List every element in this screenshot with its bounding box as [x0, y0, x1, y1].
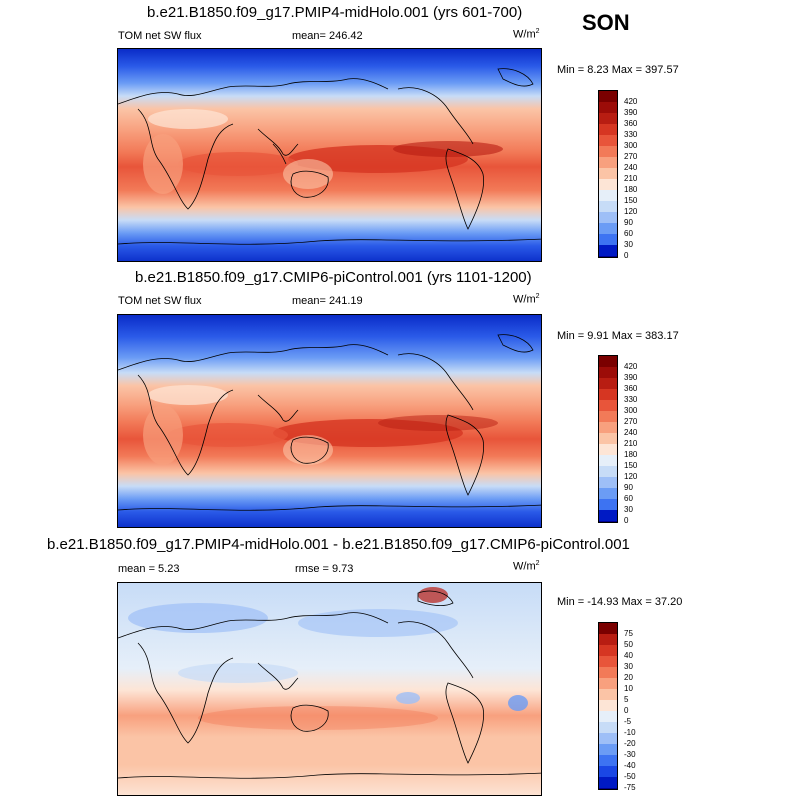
colorbar-tick: 10	[624, 684, 633, 693]
panel2-mean: mean= 241.19	[292, 295, 363, 307]
colorbar-tick: 75	[624, 629, 633, 638]
colorbar-tick: 330	[624, 130, 638, 139]
panel1-mean: mean= 246.42	[292, 30, 363, 42]
colorbar-tick: 300	[624, 141, 638, 150]
colorbar-tick: -5	[624, 717, 632, 726]
colorbar-tick: -10	[624, 728, 636, 737]
colorbar-tick: 420	[624, 97, 638, 106]
colorbar-tick: 120	[624, 472, 638, 481]
colorbar-tick: 60	[624, 229, 633, 238]
panel1-title: b.e21.B1850.f09_g17.PMIP4-midHolo.001 (y…	[147, 4, 523, 21]
colorbar-tick: 30	[624, 662, 633, 671]
colorbar-tick: 360	[624, 119, 638, 128]
panel3-title: b.e21.B1850.f09_g17.PMIP4-midHolo.001 - …	[47, 536, 630, 553]
colorbar-tick: 210	[624, 439, 638, 448]
panel3-unit: W/m2	[513, 560, 540, 573]
colorbar-tick: 60	[624, 494, 633, 503]
colorbar-tick: 180	[624, 185, 638, 194]
colorbar-tick: 330	[624, 395, 638, 404]
panel3-colorbar	[598, 622, 618, 790]
panel1-variable: TOM net SW flux	[118, 30, 202, 42]
colorbar-tick: -20	[624, 739, 636, 748]
colorbar-tick: 300	[624, 406, 638, 415]
season-label: SON	[582, 10, 630, 35]
panel3-minmax: Min = -14.93 Max = 37.20	[557, 596, 683, 608]
panel2-unit: W/m2	[513, 293, 540, 306]
colorbar-tick: 30	[624, 240, 633, 249]
colorbar-tick: 150	[624, 461, 638, 470]
panel3-field	[118, 583, 541, 795]
colorbar-tick: 180	[624, 450, 638, 459]
colorbar-tick: 420	[624, 362, 638, 371]
panel3-rmse: rmse = 9.73	[295, 563, 354, 575]
colorbar-tick: 0	[624, 516, 629, 525]
colorbar-tick: 360	[624, 384, 638, 393]
colorbar-tick: 390	[624, 108, 638, 117]
panel2-field	[118, 315, 541, 527]
panel2-minmax: Min = 9.91 Max = 383.17	[557, 330, 679, 342]
colorbar-tick: 120	[624, 207, 638, 216]
colorbar-tick: 0	[624, 251, 629, 260]
panel1-map	[117, 48, 542, 262]
colorbar-tick: 5	[624, 695, 629, 704]
colorbar-tick: -30	[624, 750, 636, 759]
panel1-colorbar	[598, 90, 618, 258]
panel3-map	[117, 582, 542, 796]
panel2-map	[117, 314, 542, 528]
panel2-title: b.e21.B1850.f09_g17.CMIP6-piControl.001 …	[135, 269, 532, 286]
panel1-minmax: Min = 8.23 Max = 397.57	[557, 64, 679, 76]
colorbar-tick: 390	[624, 373, 638, 382]
colorbar-tick: 210	[624, 174, 638, 183]
colorbar-tick: 90	[624, 483, 633, 492]
colorbar-tick: 270	[624, 417, 638, 426]
panel2-variable: TOM net SW flux	[118, 295, 202, 307]
colorbar-tick: 30	[624, 505, 633, 514]
colorbar-tick: 270	[624, 152, 638, 161]
colorbar-tick: 240	[624, 163, 638, 172]
colorbar-tick: -40	[624, 761, 636, 770]
panel1-unit: W/m2	[513, 28, 540, 41]
colorbar-tick: 240	[624, 428, 638, 437]
colorbar-tick: 150	[624, 196, 638, 205]
panel1-field	[118, 49, 541, 261]
panel3-mean: mean = 5.23	[118, 563, 180, 575]
panel2-colorbar	[598, 355, 618, 523]
colorbar-tick: 40	[624, 651, 633, 660]
colorbar-tick: 20	[624, 673, 633, 682]
colorbar-tick: 50	[624, 640, 633, 649]
colorbar-tick: -50	[624, 772, 636, 781]
colorbar-tick: 0	[624, 706, 629, 715]
colorbar-tick: -75	[624, 783, 636, 792]
colorbar-tick: 90	[624, 218, 633, 227]
